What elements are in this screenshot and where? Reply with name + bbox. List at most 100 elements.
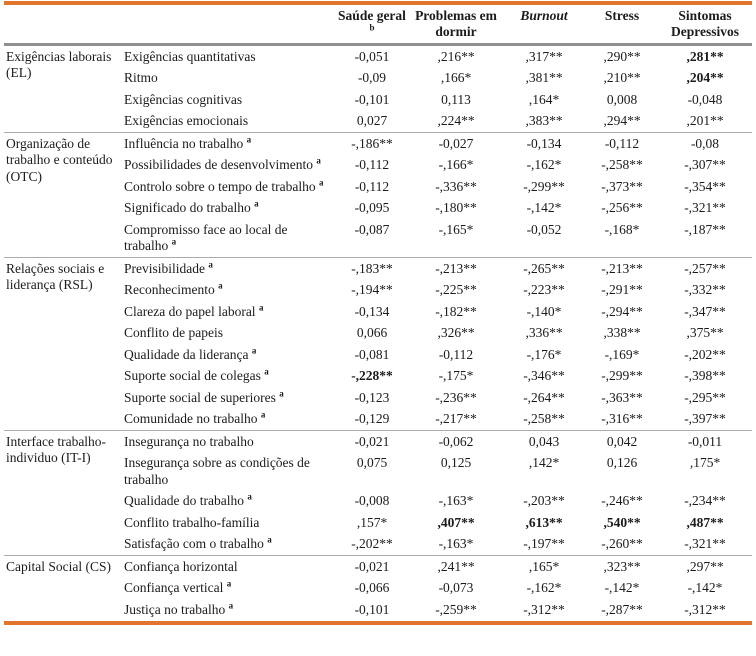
value-cell: -0,011 [658, 430, 752, 453]
footnote-marker-b: b [369, 22, 375, 33]
value-cell: -,182** [435, 303, 477, 319]
value-cell: -,312** [523, 601, 565, 617]
value-cell: -,294** [601, 303, 643, 319]
value-cell: ,281** [658, 44, 752, 68]
value-cell: -,246** [601, 493, 643, 508]
value-cell: -,169* [604, 346, 640, 362]
col-header-sintomas-depressivos: Sintomas Depressivos [658, 3, 752, 46]
value-cell: -,332** [684, 282, 726, 297]
footnote-marker-a: a [318, 177, 324, 187]
table-row: Suporte social de superiores a -0,123 -,23… [4, 387, 752, 409]
value-cell: -,299** [523, 178, 565, 194]
value-cell: ,297** [658, 555, 752, 578]
value-cell: -,197** [523, 536, 565, 551]
value-cell: -0,066 [354, 580, 390, 595]
value-cell: ,157* [356, 514, 388, 530]
value-cell: -,264** [523, 389, 565, 405]
value-cell: -,213** [410, 257, 502, 280]
table-row: Suporte social de colegas a -,228** -,175*… [4, 366, 752, 388]
table-row: Comunidade no trabalho a -0,129 -,217** -,2… [4, 409, 752, 431]
value-cell: -0,123 [354, 389, 390, 405]
value-cell: -,180** [435, 200, 477, 215]
variable-label: Compromisso face ao local de trabalho a [124, 221, 288, 254]
value-cell: -,234** [684, 493, 726, 508]
table-row: Satisfação com o trabalho a -,202** -,163*… [4, 534, 752, 556]
value-cell: -,162* [526, 580, 562, 595]
table-row: Reconhecimento a -,194** -,225** -,223** -,2… [4, 280, 752, 302]
table-row: Compromisso face ao local de trabalho a -… [4, 219, 752, 258]
value-cell: -0,129 [354, 411, 390, 426]
value-cell: 0,126 [606, 455, 638, 470]
table-row: Insegurança sobre as condições de trabal… [4, 453, 752, 491]
variable-label: Qualidade do trabalho a [124, 491, 252, 508]
value-cell: -,346** [523, 368, 565, 383]
col-header-saude-geral: Saúde geral b [334, 3, 410, 46]
value-cell: -,316** [601, 411, 643, 426]
value-cell: -,373** [601, 178, 643, 194]
table-row: Qualidade do trabalho a -0,008 -,163* -,203… [4, 491, 752, 513]
footnote-marker-a: a [228, 600, 234, 610]
value-cell: -0,134 [354, 303, 390, 319]
value-cell: -0,09 [357, 70, 387, 85]
group-label: Capital Social (CS) [4, 555, 122, 623]
value-cell: -0,101 [354, 91, 390, 107]
variable-label: Exigências emocionais [124, 113, 249, 128]
table-row: Conflito trabalho-família ,157* ,407** ,613… [4, 512, 752, 534]
value-cell: ,613** [525, 514, 563, 530]
value-cell: -,225** [435, 282, 477, 297]
value-cell: ,487** [686, 514, 724, 530]
group-label: Exigências laborais (EL) [4, 44, 122, 133]
value-cell: ,175* [689, 455, 721, 470]
variable-label: Exigências quantitativas [122, 44, 334, 68]
variable-label: Possibilidades de desenvolvimento a [124, 155, 321, 172]
value-cell: -0,112 [354, 178, 390, 194]
value-cell: -0,112 [354, 157, 390, 172]
value-cell: -,287** [601, 601, 643, 617]
value-cell: ,375** [686, 325, 724, 340]
table-row: Justiça no trabalho a -0,101 -,259** -,312*… [4, 599, 752, 623]
table-row: Capital Social (CS) Confiança horizontal -… [4, 555, 752, 623]
value-cell: -,295** [684, 389, 726, 405]
group-label: Relações sociais e liderança (RSL) [4, 257, 122, 431]
value-cell: ,241** [410, 555, 502, 578]
col-header-problemas-em-dormir: Problemas em dormir [410, 3, 502, 46]
value-cell: -,166* [438, 157, 474, 172]
value-cell: -,228** [351, 368, 393, 383]
footnote-marker-a: a [267, 534, 272, 545]
value-cell: -0,052 [526, 221, 562, 237]
table-row: Significado do trabalho a -0,095 -,180** -,… [4, 198, 752, 220]
value-cell: ,323** [586, 555, 658, 578]
value-cell: -0,008 [354, 493, 390, 508]
table-row: Organização de trabalho e conteúdo (OTC)… [4, 132, 752, 258]
value-cell: -,354** [684, 178, 726, 194]
footnote-marker-a: a [218, 280, 223, 291]
col-header-label: Stress [604, 7, 640, 23]
value-cell: -,312** [684, 601, 726, 617]
value-cell: -,398** [684, 368, 726, 383]
variable-label: Clareza do papel laboral a [124, 302, 264, 319]
value-cell: -,347** [684, 303, 726, 319]
value-cell: 0,042 [586, 430, 658, 453]
col-header-label: Sintomas Depressivos [670, 7, 739, 40]
value-cell: ,216** [410, 44, 502, 68]
value-cell: -,163* [438, 536, 474, 551]
table-row: Qualidade da liderança a -0,081 -0,112 -,17… [4, 344, 752, 366]
value-cell: -,176* [526, 346, 562, 362]
footnote-marker-a: a [208, 259, 213, 269]
value-cell: -,168* [604, 221, 640, 237]
value-cell: -0,081 [354, 346, 390, 362]
value-cell: 0,125 [440, 455, 472, 470]
value-cell: ,338** [603, 325, 641, 340]
variable-label: Comunidade no trabalho a [124, 409, 266, 426]
value-cell: ,381** [525, 70, 563, 85]
value-cell: -0,134 [502, 132, 586, 155]
table-row: Interface trabalho-individuo (IT-I) Inseg… [4, 430, 752, 556]
footnote-marker-a: a [226, 578, 232, 589]
value-cell: ,210** [603, 70, 641, 85]
value-cell: -,259** [435, 601, 477, 617]
variable-label: Insegurança no trabalho [122, 430, 334, 453]
table-row: Confiança vertical a -0,066 -0,073 -,162* -,… [4, 578, 752, 600]
value-cell: -,142* [687, 580, 723, 595]
value-cell: -0,073 [438, 580, 474, 595]
